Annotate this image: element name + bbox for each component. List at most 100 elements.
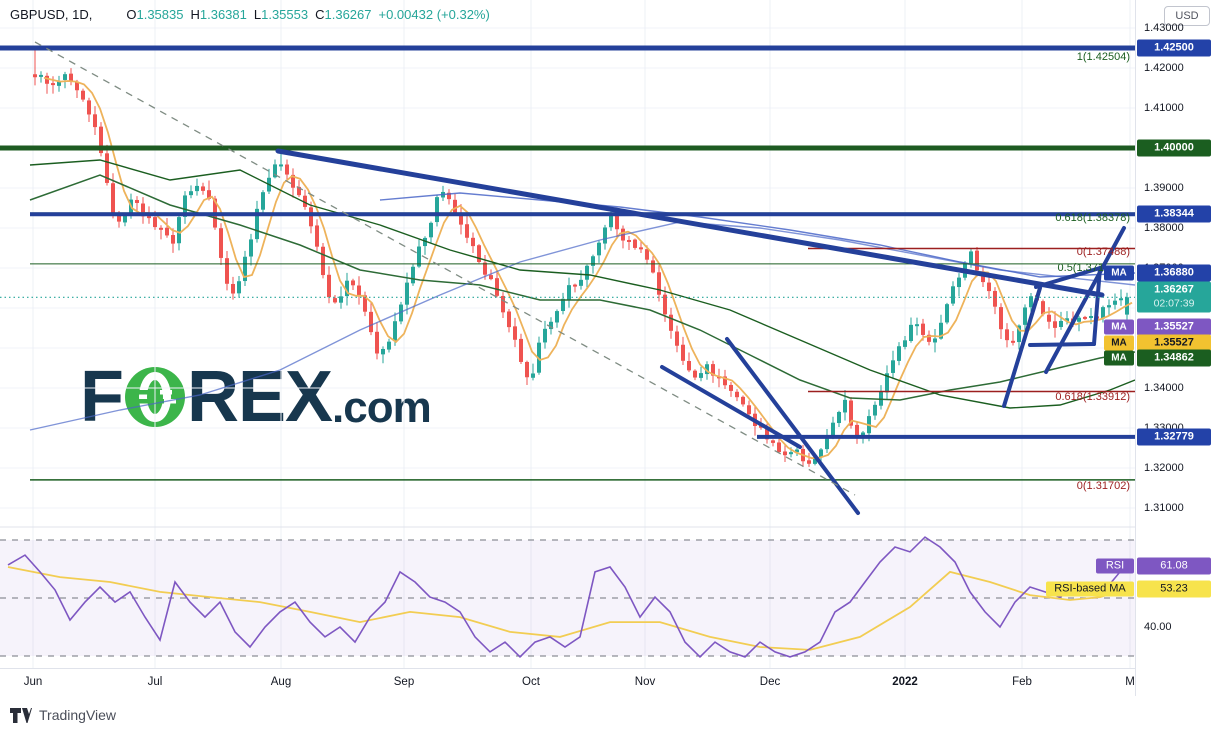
candle-body [795,449,799,453]
candle-body [411,266,415,284]
time-tick-label: Dec [759,676,781,688]
candle-body [57,80,61,86]
candle-body [435,197,439,223]
tradingview-label: TradingView [39,707,117,723]
candle-body [399,304,403,322]
candle-body [447,192,451,200]
candle-body [945,304,949,323]
candle-body [177,217,181,244]
candle-body [909,324,913,342]
price-tick-label: 1.34000 [1144,382,1184,394]
candle-body [183,195,187,217]
candle-body [903,340,907,347]
candle-body [1077,317,1081,322]
candle-body [837,411,841,424]
candle-body [255,208,259,240]
candle-body [573,284,577,287]
change-label: +0.00432 (+0.32%) [378,7,490,22]
candle-body [699,373,703,378]
tradingview-attribution[interactable]: TradingView [10,707,116,723]
candle-body [819,449,823,458]
candle-body [93,114,97,128]
candle-body [297,186,301,196]
candle-body [417,246,421,267]
candle-body [99,126,103,154]
candle-body [1065,318,1069,322]
candle-body [33,74,37,78]
trendline [1044,226,1126,374]
time-axis[interactable]: Jun Jul Aug Sep Oct Nov Dec 2022 Feb M [0,668,1135,697]
price-tick-label: 1.31000 [1144,502,1184,514]
candle-body [951,286,955,304]
candle-body [87,100,91,115]
price-chart-canvas[interactable] [0,0,1135,696]
candle-body [849,400,853,426]
candle-body [201,186,205,191]
candle-body [651,260,655,273]
candle-body [1023,307,1027,325]
candle-body [495,278,499,296]
candle-body [1119,298,1123,301]
ma-slow-green-line [29,159,1135,409]
candle-body [771,440,775,443]
trendline [1028,342,1096,347]
candle-body [465,224,469,238]
candle-body [483,262,487,275]
ohlc-token: H1.36381 [190,7,247,22]
time-tick-label: Oct [522,676,540,688]
ohlc-token: C1.36267 [315,7,372,22]
rsi-ma-line [7,566,1129,651]
candle-body [645,249,649,260]
candle-body [1047,314,1051,322]
candle-body [705,364,709,375]
symbol-header[interactable]: GBPUSD, 1D, O1.35835 H1.36381 L1.35553 C1.36… [10,7,490,22]
currency-toggle[interactable]: USD [1164,6,1210,26]
candle-body [81,90,85,100]
candle-body [633,239,637,248]
rsi-line [7,536,1129,659]
candle-body [825,436,829,450]
candle-body [519,338,523,362]
candle-body [855,424,859,437]
candle-body [45,75,49,84]
candle-body [1017,325,1021,343]
candle-body [579,279,583,286]
candle-body [657,272,661,295]
candle-body [687,361,691,371]
candle-body [51,83,55,86]
candle-body [123,215,127,223]
candle-body [681,344,685,361]
trendline [275,148,1105,298]
candle-body [1053,321,1057,328]
candle-body [279,164,283,167]
candle-body [663,294,667,315]
candle-body [141,203,145,217]
candle-body [897,346,901,361]
candle-body [189,191,193,196]
trendline [1092,266,1102,346]
ohlc-token: L1.35553 [253,7,309,22]
candle-body [1113,300,1117,305]
candle-body [273,164,277,178]
candle-body [729,384,733,391]
candle-body [429,222,433,238]
candle-body [933,338,937,343]
symbol-label[interactable]: GBPUSD, 1D, [10,7,93,22]
candle-body [807,460,811,464]
price-tick-label: 1.39000 [1144,182,1184,194]
price-axis[interactable]: USD 1.43000 1.42000 1.41000 1.39000 1.38000 1… [1135,0,1217,696]
candle-body [489,275,493,280]
trendline [725,337,860,515]
price-tick-label: 1.42000 [1144,62,1184,74]
candle-body [459,213,463,225]
time-tick-label: Nov [634,676,656,688]
candle-body [639,247,643,250]
candle-body [507,311,511,328]
price-tick-label: 1.33000 [1144,422,1184,434]
candle-body [765,426,769,440]
ohlc-token: O1.35835 [126,7,184,22]
price-tick-label: 1.43000 [1144,22,1184,34]
candle-body [75,81,79,91]
candle-body [39,74,43,77]
candle-body [1041,301,1045,315]
